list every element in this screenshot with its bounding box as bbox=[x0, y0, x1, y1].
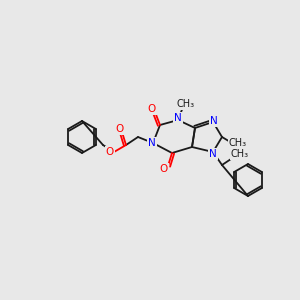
Text: CH₃: CH₃ bbox=[177, 99, 195, 109]
Text: CH₃: CH₃ bbox=[229, 138, 247, 148]
Text: O: O bbox=[115, 124, 123, 134]
Text: O: O bbox=[106, 147, 114, 157]
Text: O: O bbox=[160, 164, 168, 174]
Text: N: N bbox=[174, 113, 182, 123]
Text: N: N bbox=[148, 138, 156, 148]
Text: CH₃: CH₃ bbox=[231, 149, 249, 159]
Text: N: N bbox=[209, 149, 217, 159]
Text: N: N bbox=[210, 116, 218, 126]
Text: O: O bbox=[148, 104, 156, 114]
